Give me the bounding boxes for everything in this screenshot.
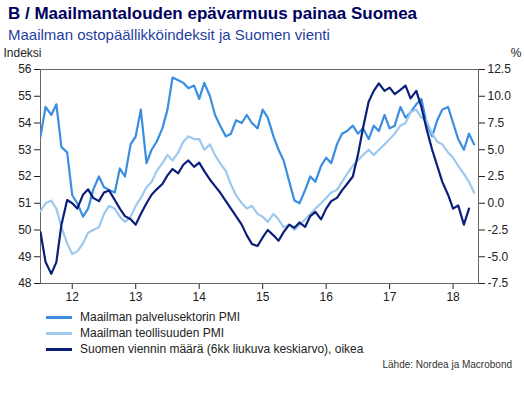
html-text:Maailman ostopäällikköindeksit: Maailman ostopäällikköindeksit ja Suomen… (8, 26, 330, 43)
svg-text:10.0: 10.0 (488, 89, 512, 103)
svg-text:7.5: 7.5 (488, 116, 505, 130)
svg-text:17: 17 (383, 290, 397, 304)
svg-text:0.0: 0.0 (488, 196, 505, 210)
svg-text:15: 15 (256, 290, 270, 304)
svg-text:16: 16 (319, 290, 333, 304)
svg-text:12.5: 12.5 (488, 62, 512, 76)
svg-text:53: 53 (18, 143, 32, 157)
svg-text:51: 51 (18, 196, 32, 210)
svg-text:48: 48 (18, 276, 32, 290)
svg-text:5.0: 5.0 (488, 143, 505, 157)
svg-text:18: 18 (446, 290, 460, 304)
html-text:Maailman teollisuuden PMI: Maailman teollisuuden PMI (80, 326, 225, 340)
svg-text:13: 13 (129, 290, 143, 304)
svg-text:-7.5: -7.5 (488, 276, 509, 290)
html-text:Lähde: Nordea ja Macrobond: Lähde: Nordea ja Macrobond (382, 359, 512, 370)
svg-text:52: 52 (18, 169, 32, 183)
svg-text:-2.5: -2.5 (488, 223, 509, 237)
svg-text:-5.0: -5.0 (488, 250, 509, 264)
svg-text:12: 12 (66, 290, 80, 304)
html-text:Suomen viennin määrä (6kk liuk: Suomen viennin määrä (6kk liukuva keskia… (80, 342, 364, 356)
html-text:Maailman palvelusektorin PMI: Maailman palvelusektorin PMI (80, 310, 241, 324)
svg-text:Indeksi: Indeksi (4, 46, 42, 60)
svg-text:54: 54 (18, 116, 32, 130)
svg-text:2.5: 2.5 (488, 169, 505, 183)
svg-text:49: 49 (18, 250, 32, 264)
svg-text:%: % (511, 46, 522, 60)
svg-text:56: 56 (18, 62, 32, 76)
svg-text:50: 50 (18, 223, 32, 237)
html-text:B / Maailmantalouden epävarmuu: B / Maailmantalouden epävarmuus painaa S… (8, 4, 418, 23)
svg-text:14: 14 (193, 290, 207, 304)
svg-text:55: 55 (18, 89, 32, 103)
